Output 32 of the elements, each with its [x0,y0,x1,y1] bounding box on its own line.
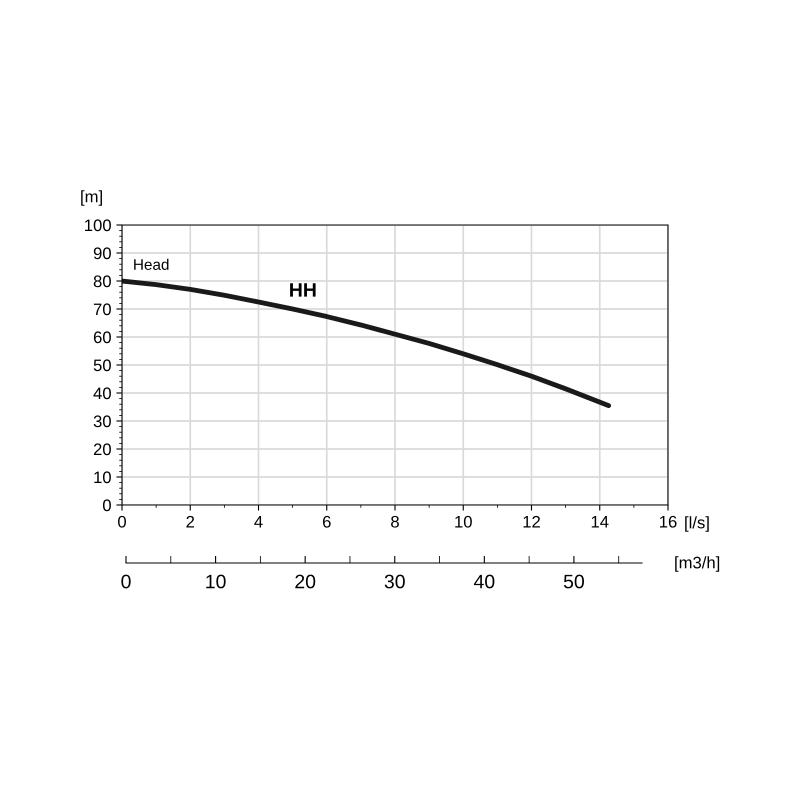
y-tick-label: 90 [94,247,111,260]
x-tick-label: 2 [186,516,194,528]
x-tick-label: 6 [322,516,331,528]
y-tick-label: 80 [94,275,111,288]
x-axis-title: [l/s] [685,516,709,532]
y-tick-label: 0 [102,499,111,512]
x-tick-label: 12 [524,516,540,528]
line-series [122,278,612,408]
x2-tick-label: 50 [564,574,584,588]
x2-tick-label: 40 [474,574,494,588]
y-tick-label: 100 [85,219,111,232]
x-tick-label: 10 [455,516,472,528]
x-tick-label: 4 [254,516,263,528]
x-tick-label: 14 [592,516,609,528]
x2-axis-title: [m3/h] [675,556,720,572]
series-label: HH [290,283,316,297]
x2-tick-label: 30 [384,574,405,588]
y-tick-label: 60 [94,331,111,344]
x-tick-label: 0 [118,516,126,528]
y-tick-label: 40 [93,387,111,400]
y-tick-label: 30 [94,415,111,428]
x2-tick-label: 20 [295,574,316,588]
x-tick-label: 8 [391,516,399,528]
y-tick-label: 50 [94,359,111,372]
x-tick-label: 16 [660,516,677,528]
y-tick-label: 20 [94,443,111,456]
y-tick-label: 10 [94,471,111,484]
y-axis-title: [m] [81,190,102,206]
x2-tick-label: 10 [206,574,226,588]
annotation: Head [134,258,168,270]
y-tick-label: 70 [94,303,111,316]
x2-tick-label: 0 [121,574,131,588]
